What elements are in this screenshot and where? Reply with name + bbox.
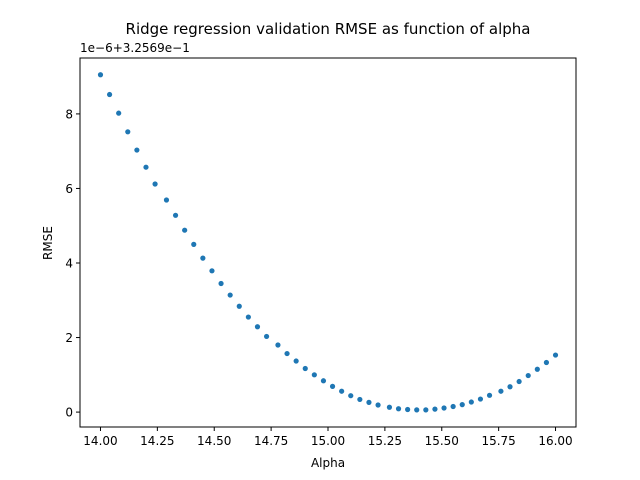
data-point [106, 91, 113, 98]
data-point [525, 372, 531, 379]
data-point [200, 255, 206, 261]
y-tick-label: 4 [65, 257, 73, 271]
data-point [275, 342, 281, 348]
data-point [125, 129, 131, 135]
x-tick-label: 14.00 [83, 434, 117, 448]
y-axis-label: RMSE [41, 226, 55, 260]
x-tick-label: 15.75 [481, 434, 515, 448]
data-point [534, 366, 540, 372]
data-point [143, 164, 149, 170]
data-point [209, 268, 215, 274]
data-point [320, 378, 327, 384]
x-axis-ticks: 14.00 14.25 14.50 14.75 15.00 15.25 15.50 15.75… [83, 427, 573, 448]
x-tick-label: 15.00 [311, 434, 345, 448]
data-point [152, 181, 158, 187]
x-tick-label: 15.50 [425, 434, 459, 448]
data-point [263, 333, 270, 340]
data-point [477, 396, 484, 402]
data-point [395, 406, 402, 412]
data-point [552, 352, 559, 358]
data-point [172, 212, 179, 218]
data-point [405, 406, 411, 413]
data-point [97, 72, 104, 78]
data-point [293, 358, 299, 364]
data-point [486, 392, 493, 398]
data-point [348, 393, 354, 399]
data-point [191, 241, 197, 247]
y-tick-label: 6 [65, 182, 73, 196]
y-tick-label: 2 [65, 331, 73, 345]
data-point [375, 402, 381, 408]
data-point [218, 280, 224, 287]
data-point [339, 388, 345, 394]
data-point [245, 314, 251, 320]
data-point [116, 110, 122, 116]
y-tick-label: 8 [65, 107, 73, 121]
data-point [507, 384, 513, 390]
data-point [468, 399, 474, 405]
plot-area: 14.00 14.25 14.50 14.75 15.00 15.25 15.50 15.75… [65, 57, 577, 448]
chart-title: Ridge regression validation RMSE as func… [126, 20, 531, 38]
data-point [163, 197, 170, 203]
x-tick-label: 14.75 [254, 434, 288, 448]
data-markers [97, 72, 559, 413]
data-point [329, 383, 336, 389]
data-point [284, 350, 290, 357]
data-point [450, 403, 456, 410]
x-tick-label: 14.50 [197, 434, 231, 448]
data-point [432, 406, 438, 412]
x-axis-label: Alpha [311, 456, 345, 470]
x-tick-label: 15.25 [368, 434, 402, 448]
data-point [254, 324, 261, 330]
y-axis-ticks: 0 2 4 6 8 [65, 107, 80, 420]
data-point [366, 399, 372, 405]
x-tick-label: 16.00 [538, 434, 572, 448]
data-point [459, 402, 465, 408]
data-point [311, 372, 317, 378]
data-point [516, 378, 522, 385]
x-tick-label: 14.25 [140, 434, 174, 448]
data-point [134, 147, 140, 153]
y-axis-offset-label: 1e−6+3.2569e−1 [80, 41, 190, 55]
data-point [423, 407, 429, 413]
data-point [543, 359, 550, 366]
data-point [441, 405, 447, 411]
data-point [182, 227, 188, 233]
data-point [386, 404, 393, 410]
data-point [236, 303, 242, 309]
data-point [302, 365, 308, 372]
data-point [414, 407, 420, 413]
data-point [498, 388, 504, 394]
data-point [227, 292, 233, 298]
data-point [357, 396, 363, 403]
y-tick-label: 0 [65, 406, 73, 420]
